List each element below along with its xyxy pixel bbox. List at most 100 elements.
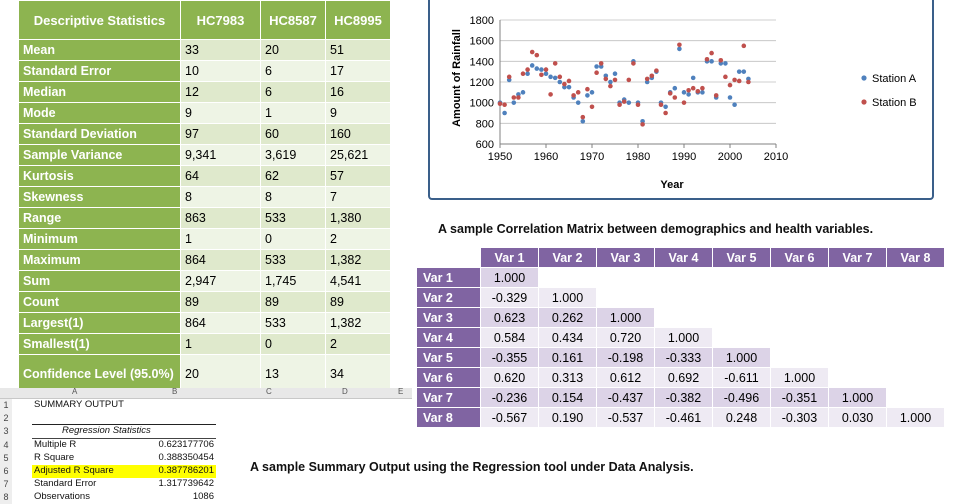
station-b-point: [575, 90, 581, 95]
station-b-point: [635, 102, 641, 108]
station-a-point: [575, 100, 581, 105]
station-b-point: [649, 73, 655, 79]
station-a-point: [700, 90, 705, 95]
corr-cell: [712, 267, 771, 288]
desc-value: 89: [180, 291, 261, 313]
desc-row: Maximum 864 533 1,382: [18, 249, 391, 271]
station-a-point: [723, 61, 728, 66]
desc-value: 3,619: [260, 144, 326, 166]
corr-cell: -0.567: [480, 407, 539, 428]
x-tick-label: 1980: [626, 151, 650, 163]
desc-row-label: Count: [18, 291, 181, 313]
desc-value: 16: [325, 81, 391, 103]
corr-header-cell: Var 2: [538, 247, 597, 268]
corr-cell: [654, 267, 713, 288]
regression-stat-value: 1086: [192, 491, 214, 503]
corr-cell: -0.355: [480, 347, 539, 368]
corr-cell: [886, 387, 945, 408]
station-b-point: [497, 101, 503, 106]
excel-summary-output: A B 1 2 3 4 5 6 7 8 SUMMARY OUTPUT Regression Sta…: [0, 388, 232, 504]
desc-value: 9,341: [180, 144, 261, 166]
corr-row-label: Var 5: [416, 347, 481, 368]
desc-value: 1: [180, 228, 261, 250]
x-tick-label: 2010: [764, 151, 788, 163]
desc-row: Minimum 1 0 2: [18, 228, 391, 250]
station-a-point: [612, 71, 618, 77]
regression-stat-label: Observations: [34, 491, 90, 503]
desc-row-label: Range: [18, 207, 181, 229]
station-b-point: [525, 67, 530, 72]
corr-cell: 1.000: [886, 407, 945, 428]
regression-stat-label: R Square: [34, 451, 75, 463]
desc-value: 33: [180, 39, 261, 61]
excel-column-headers-ext: C D E: [232, 387, 412, 399]
desc-value: 1,380: [325, 207, 391, 229]
x-tick-label: 2000: [718, 151, 742, 163]
y-tick-label: 800: [476, 118, 494, 130]
desc-value: 62: [260, 165, 326, 187]
corr-cell: [596, 287, 655, 308]
corr-cell: -0.236: [480, 387, 539, 408]
desc-value: 0: [260, 228, 326, 250]
desc-value: 64: [180, 165, 261, 187]
corr-row-label: Var 1: [416, 267, 481, 288]
desc-value: 4,541: [325, 270, 391, 292]
station-a-point: [672, 85, 678, 91]
desc-value: 8: [180, 186, 261, 208]
station-a-point: [543, 71, 549, 77]
station-b-point: [612, 77, 618, 83]
rainfall-chart: 600 800 1000 1200 1400 1600 1800 1950 1960 1970 19…: [428, 0, 934, 200]
station-a-point: [511, 100, 517, 105]
desc-value: 12: [180, 81, 261, 103]
corr-cell: -0.382: [654, 387, 713, 408]
corr-cell: [654, 307, 713, 328]
corr-cell: -0.351: [770, 387, 829, 408]
desc-value: 533: [260, 312, 326, 334]
station-b-point: [700, 85, 705, 91]
station-a-point: [539, 67, 544, 72]
desc-row: Count 89 89 89: [18, 291, 391, 313]
corr-row-label: Var 7: [416, 387, 481, 408]
station-a-point: [690, 75, 696, 81]
corr-row: Var 7 -0.236 0.154 -0.437 -0.382 -0.496 -0.351…: [416, 387, 945, 408]
desc-row-label: Maximum: [18, 249, 181, 271]
legend-marker: [861, 75, 867, 81]
station-a-point: [520, 90, 526, 95]
corr-cell: 0.612: [596, 367, 655, 388]
desc-value: 25,621: [325, 144, 391, 166]
station-b-point: [672, 95, 678, 100]
excel-row-number: 7: [0, 478, 12, 492]
excel-row-number: 4: [0, 438, 12, 452]
desc-row-label: Standard Deviation: [18, 123, 181, 145]
corr-cell: [538, 267, 597, 288]
x-tick-label: 1970: [580, 151, 604, 163]
desc-header-hc8587: HC8587: [260, 0, 326, 40]
station-b-point: [626, 77, 632, 83]
corr-cell: 0.161: [538, 347, 597, 368]
corr-cell: 0.720: [596, 327, 655, 348]
station-a-point: [580, 118, 586, 124]
excel-row-number: 5: [0, 451, 12, 465]
desc-value: 7: [325, 186, 391, 208]
station-a-point: [677, 46, 682, 52]
station-b-point: [548, 92, 553, 97]
regression-stat-label: Multiple R: [34, 438, 77, 450]
station-a-point: [732, 102, 737, 108]
y-tick-label: 1600: [470, 36, 494, 48]
station-b-point: [732, 77, 737, 83]
corr-header-cell: Var 3: [596, 247, 655, 268]
desc-row: Kurtosis 64 62 57: [18, 165, 391, 187]
desc-row: Largest(1) 864 533 1,382: [18, 312, 391, 334]
desc-row-label: Sample Variance: [18, 144, 181, 166]
desc-value: 160: [325, 123, 391, 145]
station-b-point: [631, 61, 636, 66]
station-a-point: [552, 75, 558, 81]
station-a-point: [529, 63, 535, 68]
corr-cell: [770, 347, 829, 368]
corr-cell: [712, 327, 771, 348]
desc-value: 1: [180, 333, 261, 355]
corr-cell: [886, 347, 945, 368]
desc-value: 2: [325, 228, 391, 250]
station-b-point: [529, 49, 535, 55]
station-b-point: [552, 61, 558, 66]
